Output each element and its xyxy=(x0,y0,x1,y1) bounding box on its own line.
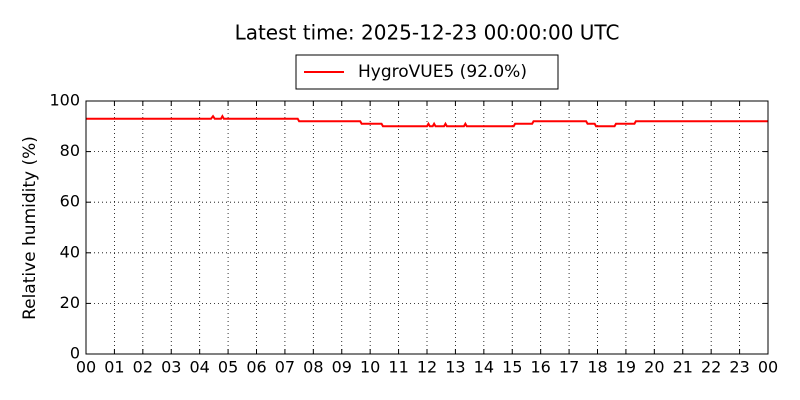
legend-label: HygroVUE5 (92.0%) xyxy=(358,62,527,82)
x-tick-label: 04 xyxy=(189,358,209,377)
y-tick-label: 100 xyxy=(49,91,80,110)
x-tick-label: 10 xyxy=(360,358,380,377)
x-tick-label: 08 xyxy=(303,358,323,377)
x-tick-label: 17 xyxy=(559,358,579,377)
y-tick-label: 40 xyxy=(60,242,80,261)
x-tick-label: 21 xyxy=(673,358,693,377)
y-tick-label: 60 xyxy=(60,192,80,211)
x-tick-label: 05 xyxy=(218,358,238,377)
x-tick-label: 03 xyxy=(161,358,181,377)
y-tick-label: 20 xyxy=(60,293,80,312)
chart-title: Latest time: 2025-12-23 00:00:00 UTC xyxy=(235,21,620,45)
x-tick-label: 22 xyxy=(701,358,721,377)
x-tick-label: 19 xyxy=(616,358,636,377)
y-tick-label: 80 xyxy=(60,141,80,160)
x-tick-label: 15 xyxy=(502,358,522,377)
x-tick-label: 02 xyxy=(133,358,153,377)
x-tick-label: 18 xyxy=(587,358,607,377)
x-tick-label: 23 xyxy=(729,358,749,377)
x-tick-label: 14 xyxy=(474,358,494,377)
x-tick-label: 09 xyxy=(332,358,352,377)
data-line xyxy=(86,114,768,128)
y-axis-label: Relative humidity (%) xyxy=(20,136,40,320)
x-tick-label: 07 xyxy=(275,358,295,377)
x-tick-label: 06 xyxy=(246,358,266,377)
x-tick-label: 12 xyxy=(417,358,437,377)
x-tick-label: 20 xyxy=(644,358,664,377)
x-tick-label: 13 xyxy=(445,358,465,377)
plot-frame xyxy=(85,100,769,355)
y-tick-label: 0 xyxy=(70,344,80,363)
x-tick-label: 16 xyxy=(530,358,550,377)
x-tick-label: 11 xyxy=(388,358,408,377)
x-tick-label: 00 xyxy=(76,358,96,377)
x-tick-label: 01 xyxy=(104,358,124,377)
x-tick-label: 00 xyxy=(758,358,778,377)
